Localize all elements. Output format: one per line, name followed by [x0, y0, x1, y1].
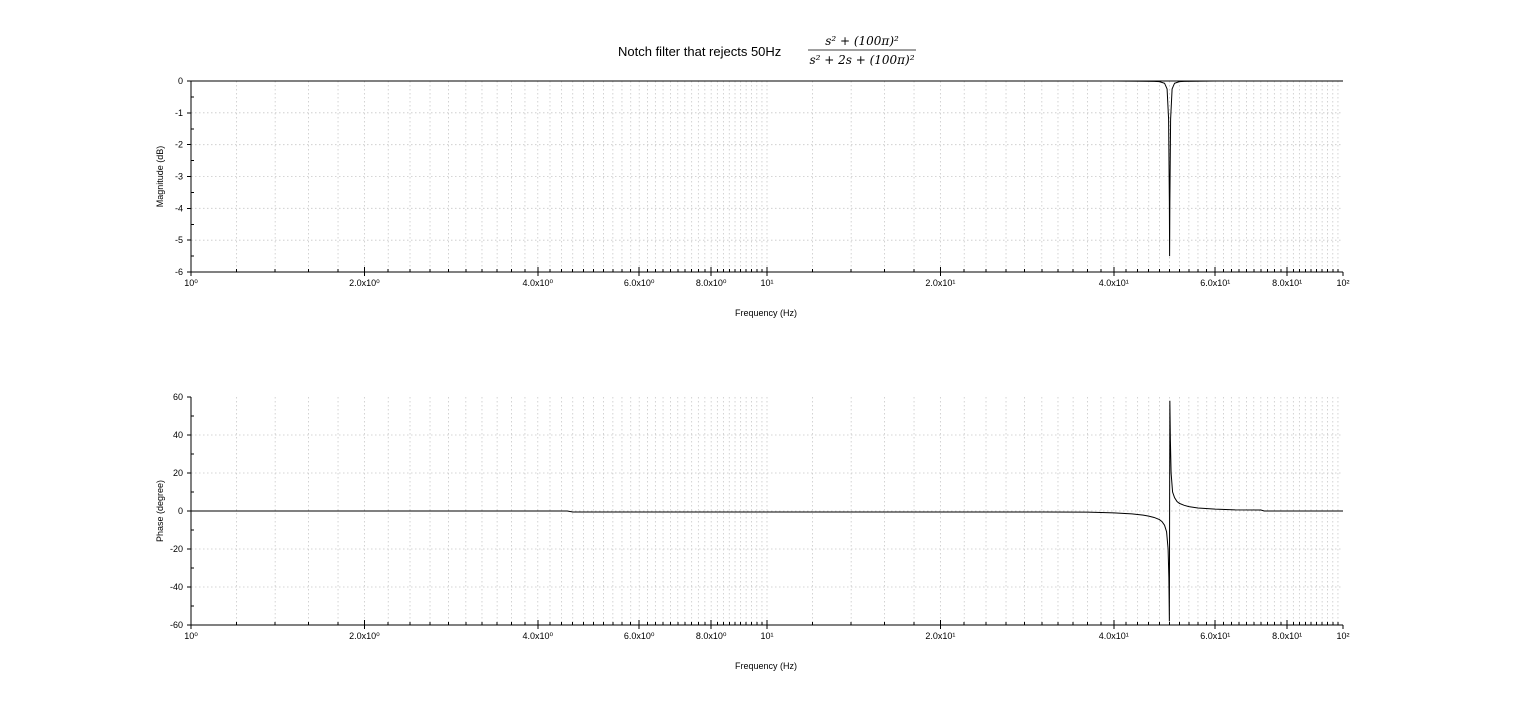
phase-x-tick-label: 10¹ [760, 631, 773, 641]
magnitude-y-tick-label: -3 [175, 172, 183, 182]
magnitude-y-tick-label: 0 [178, 76, 183, 86]
magnitude-y-tick-label: -5 [175, 235, 183, 245]
magnitude-x-tick-label: 6.0x10⁰ [624, 278, 655, 288]
magnitude-y-tick-label: -6 [175, 267, 183, 277]
phase-y-tick-label: -40 [170, 582, 183, 592]
phase-x-tick-label: 4.0x10⁰ [522, 631, 553, 641]
magnitude-axes [187, 80, 1344, 276]
phase-x-tick-label: 8.0x10¹ [1272, 631, 1302, 641]
magnitude-x-tick-label: 10² [1336, 278, 1349, 288]
phase-y-tick-label: -20 [170, 544, 183, 554]
phase-x-tick-label: 10⁰ [184, 631, 198, 641]
magnitude-x-tick-label: 2.0x10⁰ [349, 278, 380, 288]
phase-x-tick-label: 4.0x10¹ [1099, 631, 1129, 641]
magnitude-x-tick-label: 10¹ [760, 278, 773, 288]
magnitude-grid [191, 81, 1343, 272]
magnitude-x-tick-label: 10⁰ [184, 278, 198, 288]
phase-curve-layer [191, 400, 1343, 622]
phase-y-tick-label: 60 [173, 392, 183, 402]
magnitude-y-tick-label: -4 [175, 203, 183, 213]
magnitude-x-tick-label: 8.0x10¹ [1272, 278, 1302, 288]
figure-title: Notch filter that rejects 50Hz [618, 44, 781, 59]
magnitude-y-tick-label: -1 [175, 108, 183, 118]
phase-axes [187, 396, 1344, 629]
magnitude-y-tick-label: -2 [175, 140, 183, 150]
formula-denominator: s² + 2s + (100π)² [809, 53, 914, 67]
phase-curve [191, 400, 1343, 622]
phase-y-tick-label: -60 [170, 620, 183, 630]
phase-x-tick-label: 8.0x10⁰ [696, 631, 727, 641]
magnitude-x-tick-label: 8.0x10⁰ [696, 278, 727, 288]
phase-x-tick-label: 2.0x10¹ [925, 631, 955, 641]
phase-x-tick-label: 6.0x10⁰ [624, 631, 655, 641]
magnitude-y-axis-label: Magnitude (dB) [155, 146, 165, 208]
phase-y-tick-label: 0 [178, 506, 183, 516]
phase-x-tick-label: 10² [1336, 631, 1349, 641]
magnitude-x-tick-label: 6.0x10¹ [1200, 278, 1230, 288]
magnitude-x-axis-label: Frequency (Hz) [735, 308, 797, 318]
formula-numerator: s² + (100π)² [825, 34, 899, 48]
phase-x-tick-label: 2.0x10⁰ [349, 631, 380, 641]
magnitude-x-tick-label: 4.0x10¹ [1099, 278, 1129, 288]
magnitude-x-tick-label: 4.0x10⁰ [522, 278, 553, 288]
phase-y-tick-label: 40 [173, 430, 183, 440]
phase-y-tick-label: 20 [173, 468, 183, 478]
phase-y-axis-label: Phase (degree) [155, 480, 165, 542]
phase-x-tick-label: 6.0x10¹ [1200, 631, 1230, 641]
phase-x-axis-label: Frequency (Hz) [735, 661, 797, 671]
magnitude-x-tick-label: 2.0x10¹ [925, 278, 955, 288]
